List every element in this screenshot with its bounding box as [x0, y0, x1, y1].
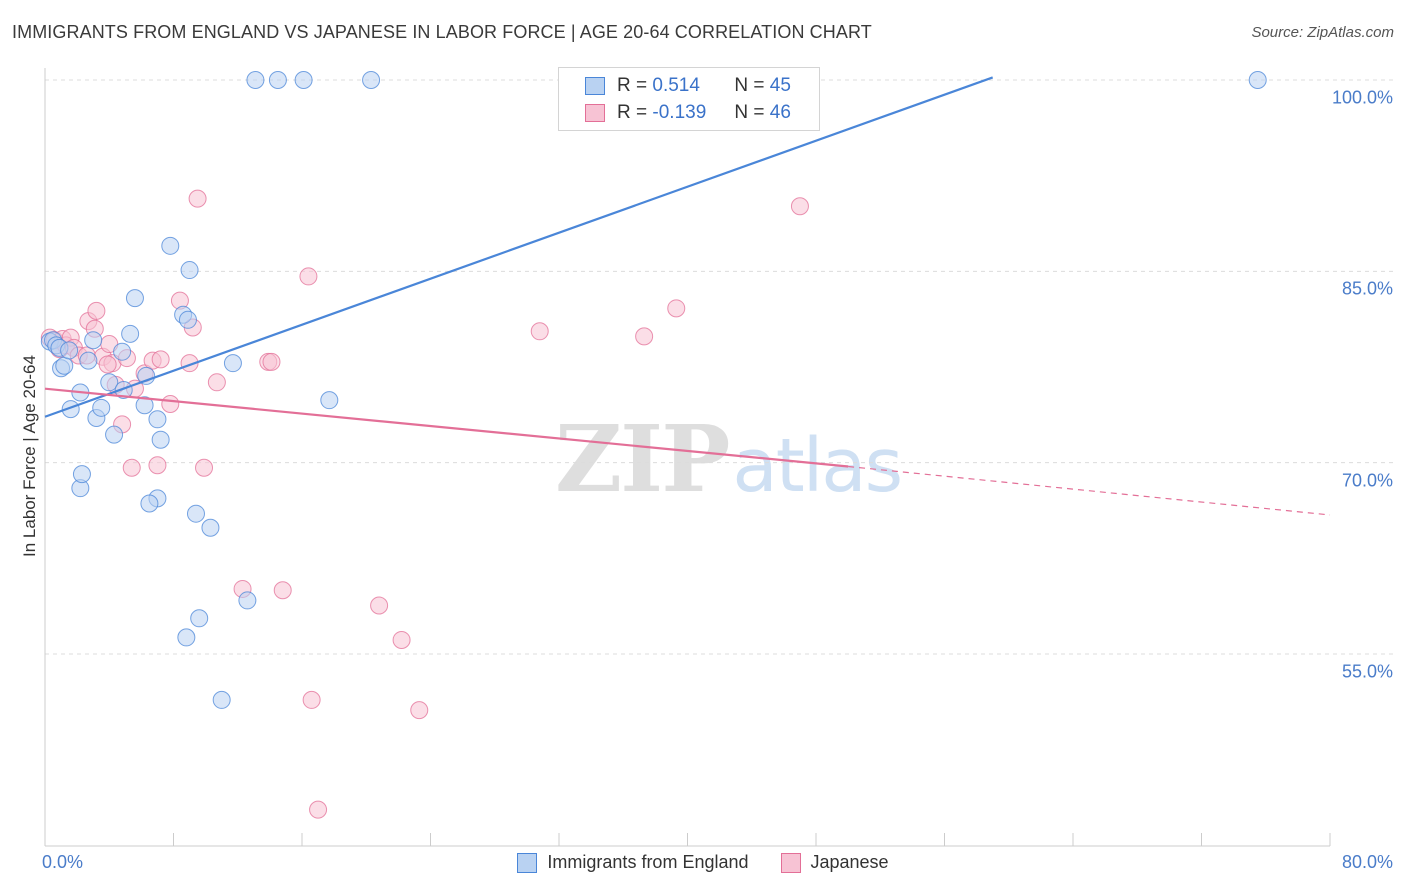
watermark: ZIPatlas	[555, 405, 903, 513]
point-england	[186, 504, 205, 523]
point-japanese	[161, 394, 180, 413]
source-credit: Source: ZipAtlas.com	[1251, 24, 1394, 41]
n-label: N =	[734, 102, 765, 123]
n-value-england: 45	[769, 75, 791, 96]
point-england	[92, 398, 111, 417]
point-japanese	[188, 189, 207, 208]
point-japanese	[148, 456, 167, 475]
trend-line-extension-japanese	[848, 465, 1331, 516]
point-japanese	[273, 581, 292, 600]
legend-row-japanese: R = -0.139 N = 46	[585, 100, 791, 126]
point-japanese	[392, 630, 411, 649]
y-tick-label: 85.0%	[1341, 278, 1393, 299]
point-england	[135, 396, 154, 415]
point-japanese	[98, 355, 117, 374]
point-england	[105, 425, 124, 444]
point-england	[60, 341, 79, 360]
legend-item-england[interactable]: Immigrants from England	[517, 852, 749, 873]
point-england	[238, 591, 257, 610]
point-england	[1248, 71, 1267, 89]
point-japanese	[299, 267, 318, 286]
r-label: R =	[617, 102, 648, 123]
y-axis-label: In Labor Force | Age 20-64	[20, 355, 39, 557]
point-japanese	[370, 596, 389, 615]
legend-item-japanese[interactable]: Japanese	[780, 852, 889, 873]
point-england	[121, 324, 140, 343]
point-japanese	[410, 701, 429, 720]
r-value-japanese: -0.139	[652, 102, 707, 123]
point-england	[180, 261, 199, 280]
y-tick-label: 55.0%	[1341, 661, 1393, 682]
point-england	[161, 236, 180, 255]
point-england	[212, 690, 231, 709]
correlation-legend: R = 0.514 N = 45 R = -0.139 N = 46	[558, 67, 820, 131]
legend-swatch-japanese	[780, 852, 801, 873]
n-label: N =	[734, 75, 765, 96]
point-england	[125, 289, 144, 308]
point-england	[84, 331, 103, 350]
point-england	[268, 71, 287, 89]
point-england	[72, 465, 91, 484]
point-england	[362, 71, 381, 89]
point-england	[113, 342, 132, 361]
point-japanese	[530, 322, 549, 341]
x-tick-label-max: 80.0%	[1341, 852, 1393, 872]
point-england	[223, 354, 242, 373]
point-england	[61, 400, 80, 419]
legend-swatch-england	[517, 852, 538, 873]
point-japanese	[309, 800, 328, 819]
point-england	[55, 356, 74, 375]
legend-row-england: R = 0.514 N = 45	[585, 73, 791, 99]
point-england	[148, 410, 167, 429]
point-japanese	[122, 458, 141, 477]
trend-line-england	[44, 76, 994, 418]
point-japanese	[87, 301, 106, 320]
point-england	[137, 366, 156, 385]
point-japanese	[635, 327, 654, 346]
point-england	[100, 373, 119, 392]
series-legend: Immigrants from England Japanese	[0, 852, 1406, 873]
legend-label-japanese: Japanese	[810, 852, 889, 872]
point-england	[79, 351, 98, 370]
point-england	[246, 71, 265, 89]
point-england	[294, 71, 313, 89]
point-england	[190, 609, 209, 628]
point-england	[320, 391, 339, 410]
trend-line-japanese	[44, 387, 849, 468]
point-japanese	[207, 373, 226, 392]
r-value-england: 0.514	[652, 75, 700, 96]
chart-title: IMMIGRANTS FROM ENGLAND VS JAPANESE IN L…	[12, 22, 872, 42]
y-tick-label: 100.0%	[1331, 87, 1393, 108]
point-japanese	[151, 350, 170, 369]
legend-swatch-england	[585, 77, 605, 95]
point-japanese	[667, 299, 686, 318]
point-england	[140, 494, 159, 513]
r-label: R =	[617, 75, 648, 96]
point-japanese	[790, 197, 809, 216]
legend-swatch-japanese	[585, 104, 605, 122]
point-japanese	[262, 352, 281, 371]
watermark-atlas: atlas	[732, 423, 903, 509]
point-england	[201, 518, 220, 537]
x-tick-label-min: 0.0%	[42, 852, 84, 872]
y-tick-label: 70.0%	[1341, 470, 1393, 491]
point-england	[178, 310, 197, 329]
point-japanese	[302, 690, 321, 709]
point-england	[151, 430, 170, 449]
legend-label-england: Immigrants from England	[547, 852, 749, 872]
point-japanese	[195, 458, 214, 477]
n-value-japanese: 46	[769, 102, 791, 123]
point-england	[114, 380, 133, 399]
point-england	[177, 628, 196, 647]
watermark-zip: ZIP	[555, 405, 730, 513]
